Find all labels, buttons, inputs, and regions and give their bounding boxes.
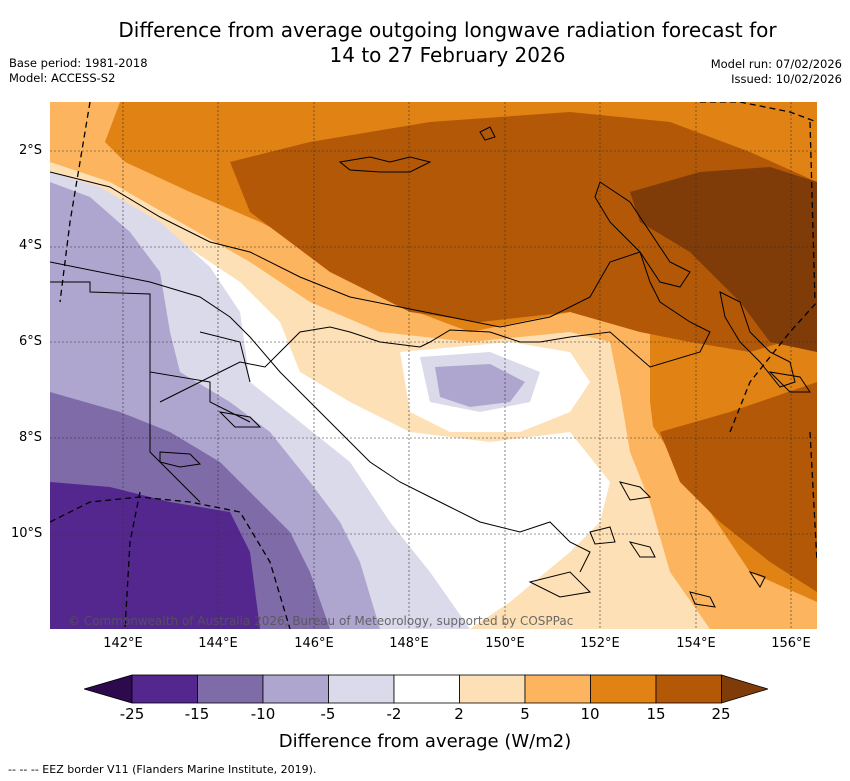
title-line-1: Difference from average outgoing longwav…	[118, 18, 777, 42]
copyright-notice: © Commonwealth of Australia 2026, Bureau…	[68, 614, 574, 628]
lon-label-156e: 156°E	[771, 636, 811, 651]
colorbar-tick: -2	[386, 705, 402, 723]
band-minus25-minus15	[50, 482, 260, 629]
colorbar-segment	[655, 674, 722, 704]
colorbar-segment	[197, 674, 264, 704]
band-purple-blob	[435, 364, 525, 407]
anomaly-map	[50, 102, 817, 629]
colorbar-tick: -25	[119, 705, 145, 723]
map-canvas	[50, 102, 817, 629]
eez-borders	[50, 102, 817, 629]
band-15-25-east	[660, 382, 817, 592]
colorbar-tick: 25	[711, 705, 731, 723]
colorbar-segment	[524, 674, 591, 704]
issued-date: Issued: 10/02/2026	[731, 72, 842, 86]
lon-label-154e: 154°E	[676, 636, 716, 651]
colorbar-segment	[328, 674, 395, 704]
meta-left: Base period: 1981-2018 Model: ACCESS-S2	[9, 56, 148, 86]
model-run: Model run: 07/02/2026	[710, 57, 842, 71]
band-gt-25	[630, 167, 817, 352]
lat-label-6s: 6°S	[19, 334, 43, 349]
colorbar-tick: -10	[250, 705, 276, 723]
colorbar-segment	[262, 674, 329, 704]
colorbar-tick: 2	[454, 705, 464, 723]
map-title: Difference from average outgoing longwav…	[0, 18, 850, 68]
colorbar-segment	[459, 674, 526, 704]
model-name: Model: ACCESS-S2	[9, 71, 116, 85]
colorbar	[84, 674, 768, 704]
lat-label-8s: 8°S	[19, 430, 43, 445]
lon-label-146e: 146°E	[294, 636, 334, 651]
title-line-2: 14 to 27 February 2026	[329, 43, 566, 67]
colorbar-segment	[131, 674, 198, 704]
colorbar-segment	[590, 674, 657, 704]
lat-label-2s: 2°S	[19, 143, 43, 158]
lat-label-10s: 10°S	[11, 526, 43, 541]
colorbar-tick: 15	[646, 705, 666, 723]
lon-label-152e: 152°E	[580, 636, 620, 651]
lon-label-142e: 142°E	[103, 636, 143, 651]
lon-label-150e: 150°E	[485, 636, 525, 651]
colorbar-tick: 5	[520, 705, 530, 723]
colorbar-tick: -15	[184, 705, 210, 723]
lon-label-148e: 148°E	[389, 636, 429, 651]
colorbar-tick: 10	[580, 705, 600, 723]
colorbar-over-arrow	[721, 674, 768, 704]
eez-footnote: -- -- -- EEZ border V11 (Flanders Marine…	[8, 763, 317, 776]
lat-label-4s: 4°S	[19, 238, 43, 253]
meta-right: Model run: 07/02/2026 Issued: 10/02/2026	[711, 57, 842, 87]
coastlines	[50, 126, 811, 608]
colorbar-under-arrow	[84, 674, 133, 704]
lon-label-144e: 144°E	[198, 636, 238, 651]
colorbar-label: Difference from average (W/m2)	[278, 731, 572, 752]
base-period: Base period: 1981-2018	[9, 56, 148, 70]
colorbar-tick: -5	[320, 705, 336, 723]
colorbar-segment	[393, 674, 460, 704]
